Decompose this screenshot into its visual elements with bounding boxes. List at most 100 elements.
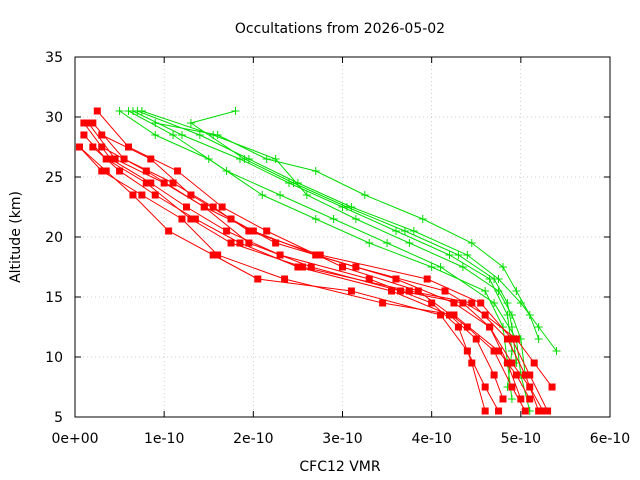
red-point [526, 371, 534, 379]
red-point [187, 215, 195, 223]
green-point [383, 239, 392, 247]
red-point [191, 215, 199, 223]
red-point [526, 395, 534, 403]
red-point [548, 383, 556, 391]
grid [75, 57, 610, 417]
green-point [499, 263, 507, 271]
green-point [342, 203, 351, 211]
red-point [147, 179, 155, 187]
green-point [534, 323, 543, 331]
red-point [294, 263, 302, 271]
axis-ticks: 0e+00 1e-10 2e-10 3e-10 4e-10 5e-10 6e-10 5 10 15… [45, 50, 630, 447]
red-point [490, 371, 498, 379]
green-point [392, 227, 400, 235]
red-profile-line [83, 122, 486, 412]
y-tick-label: 25 [45, 170, 63, 186]
green-point [195, 131, 204, 139]
green-point [365, 239, 374, 247]
green-point [311, 167, 320, 175]
green-point [418, 215, 427, 223]
green-point [186, 119, 195, 127]
green-point [137, 107, 146, 115]
red-point [80, 119, 88, 127]
red-point [272, 239, 280, 247]
red-point [512, 335, 520, 343]
green-point [552, 347, 561, 355]
green-point [209, 131, 218, 139]
x-tick-label: 0e+00 [51, 431, 98, 447]
red-point [160, 179, 168, 187]
red-point [147, 155, 155, 163]
red-point [392, 275, 400, 283]
red-point [503, 359, 511, 367]
red-point [526, 383, 534, 391]
red-point [174, 167, 182, 175]
green-point [490, 275, 499, 283]
red-profile-line [83, 134, 540, 412]
green-point [400, 227, 409, 235]
series-layer [75, 107, 561, 415]
red-point [298, 263, 306, 271]
green-point [329, 215, 338, 223]
red-point [388, 287, 396, 295]
green-profile-line [137, 110, 557, 352]
red-point [437, 311, 445, 319]
red-point [423, 275, 431, 283]
red-profile-line [96, 110, 526, 412]
x-tick-label: 5e-10 [501, 431, 541, 447]
red-point [111, 155, 119, 163]
green-point [494, 287, 503, 295]
red-point [236, 239, 244, 247]
red-point [503, 335, 511, 343]
green-point [231, 107, 240, 115]
green-point [525, 311, 534, 319]
red-point [512, 371, 520, 379]
green-point [151, 119, 160, 127]
y-tick-label: 5 [54, 410, 63, 426]
red-point [316, 251, 324, 259]
red-point [165, 227, 173, 235]
green-point [458, 263, 467, 271]
red-point [84, 119, 92, 127]
red-point [276, 251, 284, 259]
green-profile-line [141, 110, 526, 376]
red-point [428, 299, 436, 307]
green-point [204, 155, 213, 163]
red-point [151, 191, 159, 199]
red-point [414, 287, 422, 295]
red-point [75, 143, 83, 151]
red-point [530, 359, 538, 367]
green-point [351, 215, 360, 223]
red-point [223, 227, 231, 235]
red-point [508, 335, 516, 343]
red-point [508, 383, 516, 391]
y-tick-label: 10 [45, 350, 63, 366]
x-tick-label: 6e-10 [590, 431, 630, 447]
green-point [276, 191, 285, 199]
red-point [142, 179, 150, 187]
green-profile-line [155, 122, 540, 340]
red-profile-line [87, 122, 522, 400]
y-tick-label: 20 [45, 230, 63, 246]
red-point [178, 215, 186, 223]
red-profile-line [101, 134, 553, 388]
red-point [209, 251, 217, 259]
red-point [89, 143, 97, 151]
red-point [481, 383, 489, 391]
red-point [245, 239, 253, 247]
red-point [517, 395, 525, 403]
red-point [446, 311, 453, 319]
x-tick-label: 1e-10 [144, 431, 184, 447]
red-profile-line [92, 122, 549, 412]
red-point [544, 407, 552, 415]
y-tick-label: 30 [45, 110, 63, 126]
red-point [405, 287, 413, 295]
red-point [477, 299, 485, 307]
green-point [454, 251, 463, 259]
red-point [182, 203, 190, 211]
red-point [80, 131, 88, 139]
red-point [486, 323, 494, 331]
red-point [209, 203, 217, 211]
red-point [102, 167, 110, 175]
